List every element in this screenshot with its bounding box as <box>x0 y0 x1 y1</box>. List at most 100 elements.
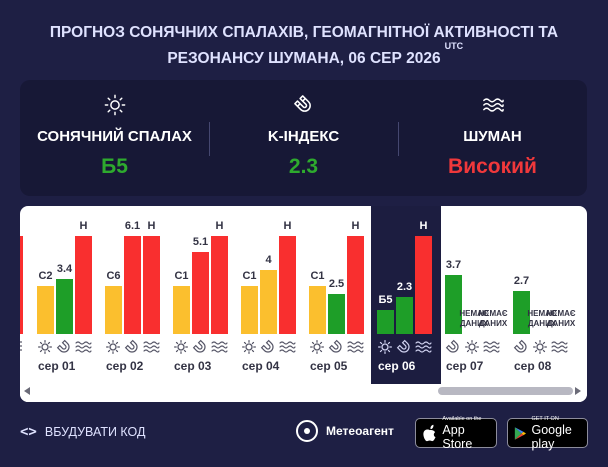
day-label: сер 05 <box>310 359 348 373</box>
summary-kindex-label: K-ІНДЕКС <box>267 128 340 145</box>
bar-schumann-label: Н <box>216 220 224 232</box>
sun-icon-ray <box>379 341 383 345</box>
app-store-small-text: Available on the <box>442 415 482 422</box>
waves-icon <box>75 349 92 353</box>
waves-icon <box>415 349 432 353</box>
sun-icon-ray <box>474 349 478 353</box>
summary-flare: СОНЯЧНИЙ СПАЛАХ Б5 <box>20 80 209 196</box>
magnet-icon <box>513 339 527 353</box>
no-data-flare-label: НЕМАЄ <box>459 309 489 318</box>
day-label: сер 03 <box>174 359 212 373</box>
bar-kindex <box>192 252 209 334</box>
bar-flare-label: Б5 <box>378 294 392 306</box>
title-line-1: ПРОГНОЗ СОНЯЧНИХ СПАЛАХІВ, ГЕОМАГНІТНОЇ … <box>49 24 559 41</box>
brand-name: Метеоагент <box>326 424 394 438</box>
waves-icon <box>143 345 160 349</box>
footer: <> ВБУДУВАТИ КОД Метеоагент Available on… <box>0 415 608 451</box>
bar-kindex-label: 2.3 <box>397 281 412 293</box>
bar-schumann-label: Н <box>80 220 88 232</box>
sun-icon-ray <box>251 341 255 345</box>
summary-kindex-value: 2.3 <box>288 155 319 178</box>
bar-flare-label: C1 <box>174 270 188 282</box>
magnet-icon <box>328 339 342 353</box>
waves-icon <box>483 345 500 349</box>
sun-icon-ray <box>379 349 383 353</box>
magnet-icon <box>445 339 459 353</box>
bar-kindex <box>513 291 530 334</box>
sun-icon-ray <box>466 349 470 353</box>
google-play-big-text: Google play <box>531 422 572 451</box>
magnet-icon <box>293 95 311 112</box>
sun-icon-ray <box>251 349 255 353</box>
bar-flare <box>377 310 394 334</box>
sun-icon-ray <box>387 341 391 345</box>
app-store-big-text: App Store <box>442 422 473 451</box>
sun-icon-ray <box>183 349 187 353</box>
bar-kindex-label: 2.7 <box>514 275 529 287</box>
chart-scrollbar-thumb[interactable] <box>438 387 573 395</box>
embed-code-label: ВБУДУВАТИ КОД <box>44 425 146 439</box>
bar-flare <box>173 286 190 334</box>
bar-kindex <box>445 275 462 334</box>
summary-divider <box>398 122 399 156</box>
bar-flare <box>37 286 54 334</box>
waves-icon <box>483 349 500 353</box>
bar-kindex-label: 4 <box>265 254 272 266</box>
sun-icon-ray <box>542 341 546 345</box>
sun-icon-ray <box>47 341 51 345</box>
sun-icon-ray <box>183 341 187 345</box>
waves-icon <box>482 98 504 112</box>
magnet-icon <box>56 339 70 353</box>
bar-schumann <box>143 236 160 334</box>
no-data-schumann-label: НЕМАЄ <box>478 309 508 318</box>
google-play-badge[interactable]: GET IT ON Google play <box>507 416 588 451</box>
waves-icon <box>279 349 296 353</box>
no-data-schumann-label: ДАНИХ <box>479 319 508 328</box>
bar-flare-label: C1 <box>310 270 324 282</box>
sun-icon-ray <box>115 349 119 353</box>
embed-code-link[interactable]: <> ВБУДУВАТИ КОД <box>20 418 145 446</box>
bar-schumann <box>279 236 296 334</box>
meteoagent-link[interactable]: Метеоагент <box>296 420 394 442</box>
day-label: сер 06 <box>378 359 416 373</box>
sun-icon-ray <box>474 341 478 345</box>
day-label: сер 08 <box>514 359 552 373</box>
sun-icon-ray <box>243 341 247 345</box>
sun-icon-ray <box>39 349 43 353</box>
sun-icon-ray <box>107 349 111 353</box>
summary-panel: СОНЯЧНИЙ СПАЛАХ Б5 K-ІНДЕКС 2.3 ШУМАН Ви… <box>20 80 587 196</box>
sun-icon-ray <box>47 349 51 353</box>
waves-icon <box>551 349 568 353</box>
waves-icon <box>551 341 568 345</box>
sun-icon-ray <box>39 341 43 345</box>
sun-icon-ray <box>319 341 323 345</box>
bar-flare <box>105 286 122 334</box>
scroll-left-arrow-icon[interactable] <box>24 387 30 395</box>
summary-divider <box>209 122 210 156</box>
waves-icon <box>211 345 228 349</box>
bar-flare-label: C6 <box>106 270 120 282</box>
bar-kindex-label: 3.4 <box>57 263 73 275</box>
apple-icon <box>423 424 436 442</box>
magnet-icon <box>192 339 206 353</box>
waves-icon <box>211 341 228 345</box>
sun-icon <box>245 343 253 351</box>
sun-icon-ray <box>107 341 111 345</box>
bar-kindex <box>396 297 413 334</box>
scroll-right-arrow-icon[interactable] <box>575 387 581 395</box>
bar-kindex-label: 3.7 <box>446 259 461 271</box>
summary-schumann-value: Високий <box>448 155 537 178</box>
sun-icon-ray <box>175 341 179 345</box>
waves-icon <box>483 341 500 345</box>
sun-icon <box>41 343 49 351</box>
bar-schumann-partial <box>20 236 23 334</box>
sun-icon-ray <box>534 341 538 345</box>
summary-schumann: ШУМАН Високий <box>398 80 587 196</box>
app-store-badge[interactable]: Available on the App Store <box>415 415 497 451</box>
sun-icon <box>468 343 476 351</box>
sun-icon <box>536 343 544 351</box>
waves-icon <box>415 345 432 349</box>
bar-schumann-label: Н <box>284 220 292 232</box>
